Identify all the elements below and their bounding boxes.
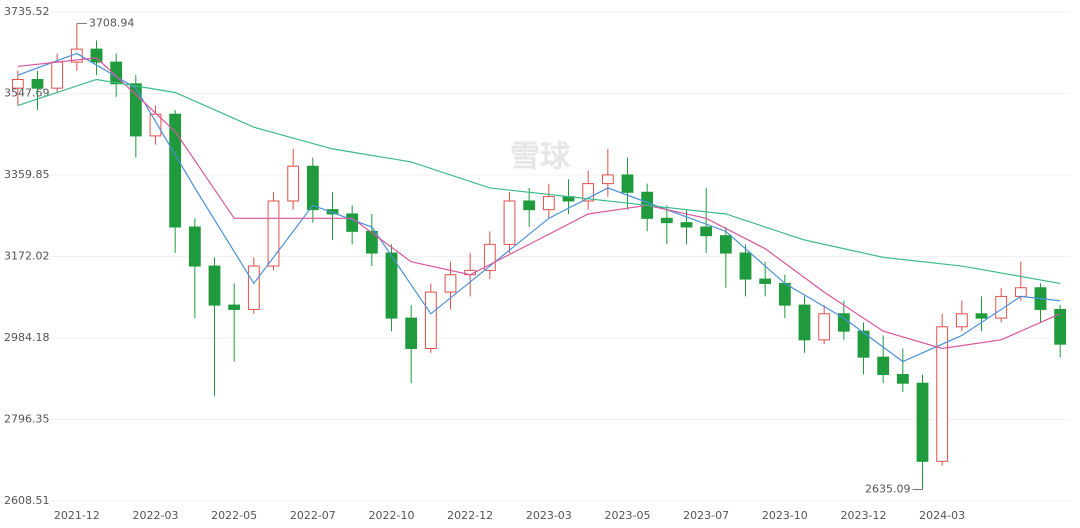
x-tick-label: 2024-03 bbox=[919, 509, 965, 522]
ma-line bbox=[17, 52, 1061, 363]
candle-body bbox=[346, 213, 359, 232]
candle-body bbox=[444, 274, 457, 293]
candle-body bbox=[818, 313, 831, 341]
candle-body bbox=[51, 61, 64, 89]
ma-line bbox=[17, 57, 1061, 350]
candle-body bbox=[503, 200, 516, 245]
candle-body bbox=[621, 174, 634, 193]
x-tick-label: 2021-12 bbox=[54, 509, 100, 522]
x-tick-label: 2022-10 bbox=[369, 509, 415, 522]
y-tick-label: 2608.51 bbox=[4, 494, 50, 507]
y-tick-label: 3735.52 bbox=[4, 5, 50, 18]
candle-body bbox=[680, 222, 693, 228]
x-tick-label: 2022-05 bbox=[211, 509, 257, 522]
candle-body bbox=[31, 78, 44, 89]
y-tick-label: 2984.18 bbox=[4, 331, 50, 344]
max-label: 3708.94 bbox=[89, 17, 135, 30]
candle-body bbox=[188, 226, 201, 267]
candle-body bbox=[228, 304, 241, 310]
y-tick-label: 3172.02 bbox=[4, 249, 50, 262]
candle-body bbox=[523, 200, 536, 211]
x-tick-label: 2023-07 bbox=[683, 509, 729, 522]
candle-body bbox=[385, 252, 398, 319]
x-tick-label: 2022-07 bbox=[290, 509, 336, 522]
candle-body bbox=[247, 265, 260, 310]
candle-body bbox=[267, 200, 280, 267]
candle-body bbox=[700, 226, 713, 237]
y-tick-label: 3359.85 bbox=[4, 168, 50, 181]
candle-body bbox=[365, 230, 378, 254]
y-tick-label: 2796.35 bbox=[4, 412, 50, 425]
candle-body bbox=[582, 183, 595, 202]
candle-body bbox=[601, 174, 614, 185]
candle-body bbox=[798, 304, 811, 341]
candle-body bbox=[149, 113, 162, 137]
candle-body bbox=[936, 326, 949, 462]
x-tick-label: 2023-03 bbox=[526, 509, 572, 522]
candle-body bbox=[306, 165, 319, 211]
candle-body bbox=[975, 313, 988, 319]
candle-body bbox=[11, 78, 24, 89]
candle-body bbox=[208, 265, 221, 306]
candle-body bbox=[483, 243, 496, 271]
candle-body bbox=[916, 382, 929, 462]
candle-body bbox=[877, 356, 890, 376]
candle-body bbox=[759, 278, 772, 284]
candle-body bbox=[1014, 287, 1027, 297]
min-label: 2635.09 bbox=[865, 482, 911, 495]
candle-body bbox=[739, 252, 752, 280]
candle-body bbox=[857, 330, 870, 358]
watermark: 雪球 bbox=[510, 140, 571, 175]
x-tick-label: 2022-12 bbox=[447, 509, 493, 522]
candle-body bbox=[129, 83, 142, 137]
ma-line bbox=[17, 78, 1061, 284]
candle-body bbox=[287, 165, 300, 202]
x-tick-label: 2022-03 bbox=[133, 509, 179, 522]
candle-body bbox=[542, 196, 555, 211]
y-tick-label: 3547.69 bbox=[4, 86, 50, 99]
candle-body bbox=[896, 374, 909, 384]
candle-body bbox=[424, 291, 437, 349]
candle-body bbox=[955, 313, 968, 328]
candle-body bbox=[719, 235, 732, 254]
candle-body bbox=[169, 113, 182, 228]
candle-body bbox=[660, 217, 673, 224]
candle-body bbox=[326, 209, 339, 215]
candle-body bbox=[778, 282, 791, 306]
x-tick-label: 2023-10 bbox=[762, 509, 808, 522]
x-tick-label: 2023-12 bbox=[841, 509, 887, 522]
candle-body bbox=[1054, 308, 1067, 345]
candle-body bbox=[90, 48, 103, 63]
candle-body bbox=[405, 317, 418, 349]
x-tick-label: 2023-05 bbox=[605, 509, 651, 522]
candle-body bbox=[995, 295, 1008, 319]
